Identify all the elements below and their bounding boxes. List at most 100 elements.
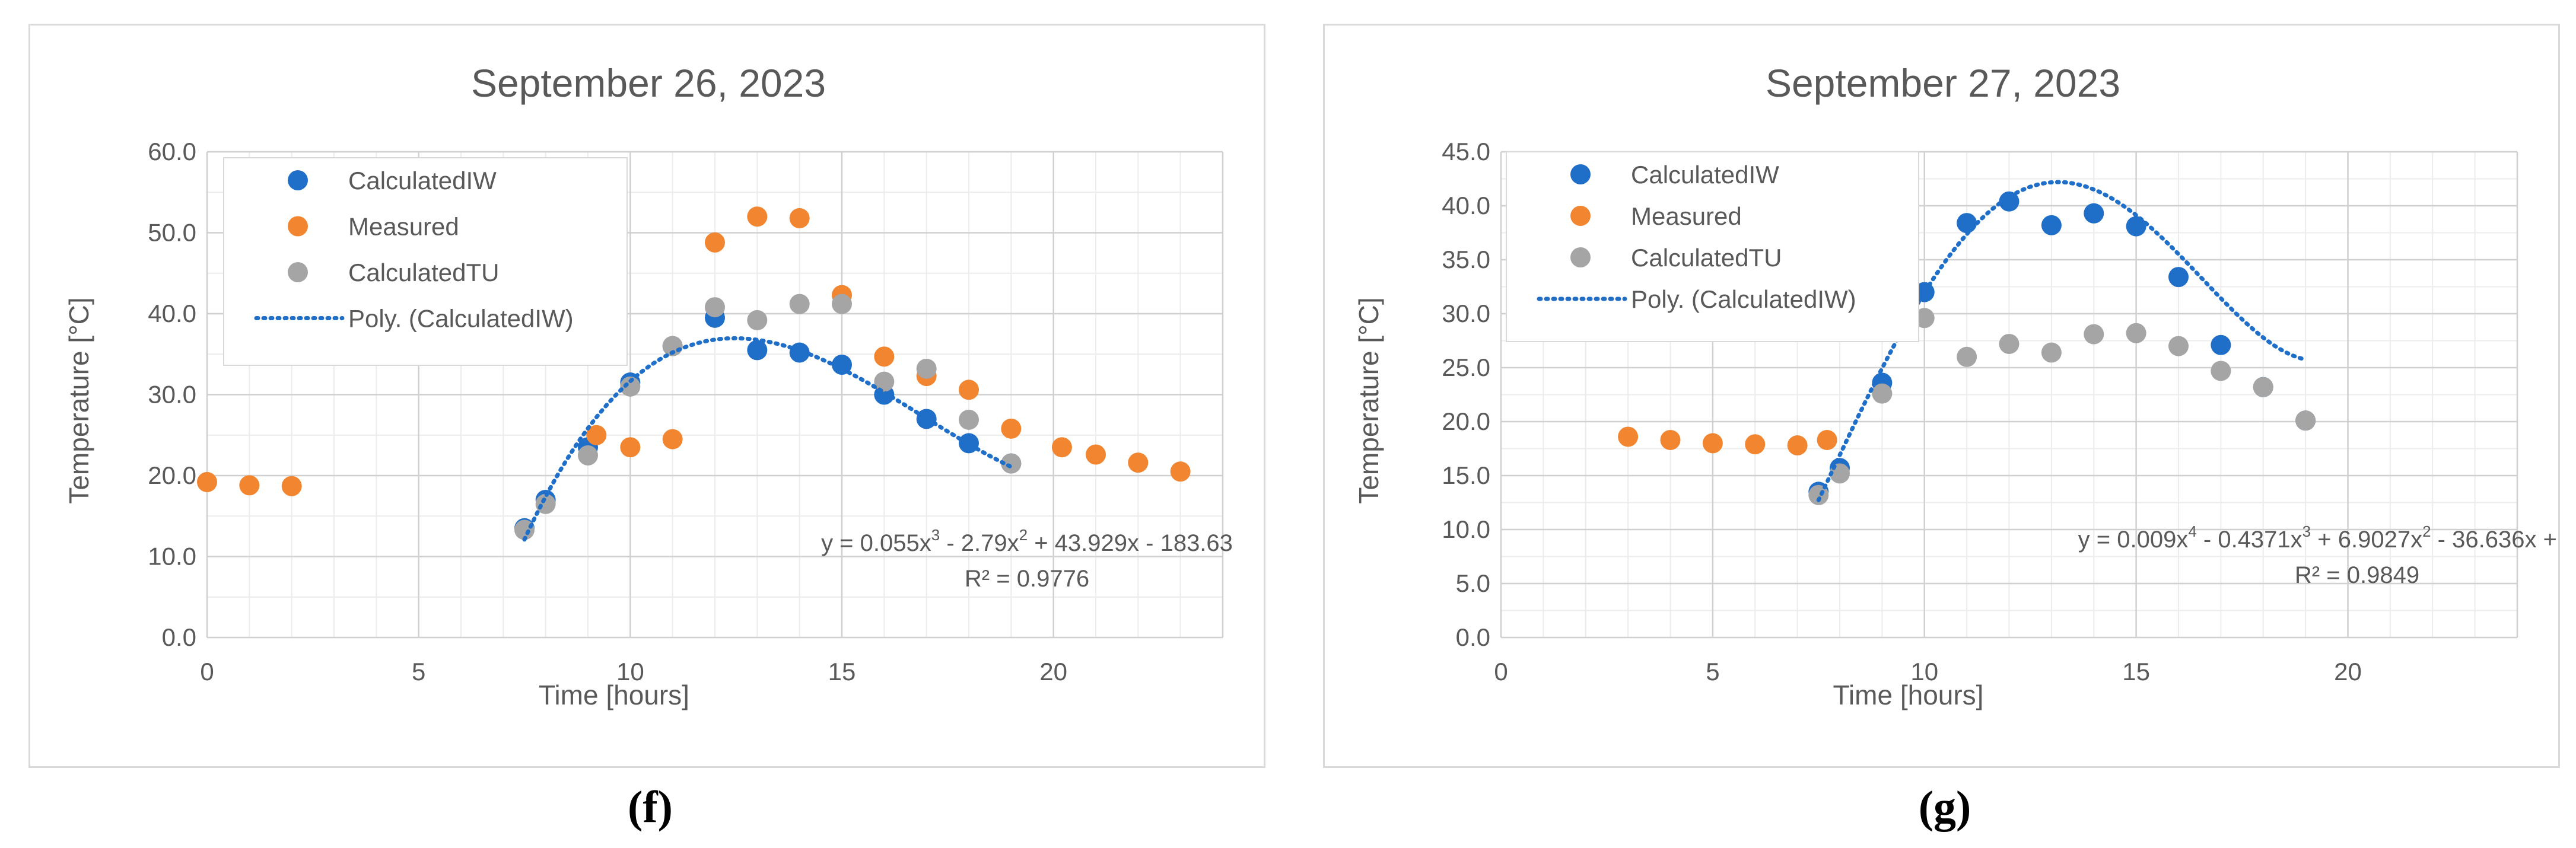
chart-title: September 27, 2023 [1766,61,2120,105]
point-calculatedtu [705,297,725,318]
chart-panel-f: September 26, 2023 0.0 10.0 20.0 30.0 40.0 50.… [28,24,1265,768]
series-measured [1618,426,1837,456]
point-calculatedtu [2253,377,2273,397]
y-axis-label: Temperature [°C] [63,297,94,503]
point-measured [1618,426,1639,447]
legend-marker-calculatedtu [288,262,308,282]
point-calculatediw [2041,215,2062,235]
chart-panel-g: September 27, 2023 0.0 5.0 10.0 15.0 20.0 25.0… [1323,24,2562,768]
point-measured [747,206,768,227]
y-tick-label: 5.0 [1456,569,1490,597]
point-calculatedtu [1808,484,1829,505]
point-calculatediw [2211,334,2231,355]
point-measured [1001,418,1022,439]
y-tick-label: 45.0 [1442,138,1490,165]
legend-label-measured: Measured [1631,202,1742,230]
x-tick-label: 15 [828,658,856,686]
y-tick-label: 20.0 [148,461,196,489]
point-measured [281,476,302,496]
point-measured [959,380,979,400]
x-tick-label: 10 [1910,658,1938,686]
point-calculatedtu [2211,361,2231,381]
y-tick-label: 0.0 [1456,623,1490,651]
point-calculatedtu [789,294,810,314]
legend-label-trendline: Poly. (CalculatedIW) [1631,285,1856,313]
point-measured [705,232,725,253]
point-measured [1086,444,1106,465]
point-calculatedtu [620,376,641,397]
point-calculatedtu [747,310,768,330]
y-tick-label: 25.0 [1442,353,1490,381]
legend-marker-calculatediw [288,170,308,190]
point-calculatediw [959,433,979,454]
point-calculatedtu [916,358,937,379]
x-axis-label: Time [hours] [539,680,689,710]
legend-marker-measured [1570,206,1591,226]
x-tick-label: 20 [2334,658,2362,686]
trendline-poly [522,336,1013,542]
point-calculatediw [832,354,852,375]
point-calculatedtu [832,294,852,314]
y-tick-label: 15.0 [1442,461,1490,489]
point-calculatedtu [2295,410,2316,431]
x-tick-label: 5 [1706,658,1719,686]
point-measured [662,429,683,449]
y-tick-label: 10.0 [1442,515,1490,543]
x-tick-label: 5 [412,658,425,686]
y-tick-label: 40.0 [148,299,196,327]
y-tick-label: 50.0 [148,219,196,247]
point-calculatedtu [1999,333,2020,354]
legend-label-trendline: Poly. (CalculatedIW) [348,305,574,333]
point-measured [874,346,895,367]
r-squared: R² = 0.9776 [965,566,1089,592]
point-measured [1745,434,1766,455]
point-calculatedtu [1914,308,1935,329]
legend-marker-calculatediw [1570,164,1591,184]
y-tick-label: 35.0 [1442,246,1490,273]
series-measured [197,206,1191,496]
y-tick-label: 60.0 [148,138,196,165]
point-calculatediw [747,340,768,361]
y-tick-label: 10.0 [148,543,196,570]
point-calculatedtu [2041,342,2062,363]
point-calculatediw [1999,191,2020,212]
point-measured [1128,452,1149,473]
point-measured [620,437,641,458]
point-measured [1787,435,1808,456]
point-calculatedtu [1001,453,1022,474]
point-calculatedtu [1872,383,1893,404]
point-measured [1170,461,1191,482]
y-tick-label: 30.0 [148,381,196,409]
legend-label-calculatediw: CalculatedIW [348,167,497,195]
panel-label-g: (g) [1918,782,1971,832]
legend-label-calculatedtu: CalculatedTU [1631,244,1782,272]
legend-box [223,157,628,366]
point-calculatedtu [2168,336,2189,356]
y-tick-label: 40.0 [1442,192,1490,219]
point-calculatedtu [874,371,895,392]
chart-title: September 26, 2023 [471,61,826,105]
y-axis-label: Temperature [°C] [1353,297,1384,503]
point-calculatedtu [1957,346,1977,367]
legend-box [1506,151,1919,342]
x-tick-label: 20 [1039,658,1067,686]
legend-label-calculatedtu: CalculatedTU [348,259,499,286]
x-tick-label: 10 [616,658,644,686]
point-measured [1702,433,1723,454]
legend-marker-calculatedtu [1570,247,1591,267]
y-tick-label: 0.0 [162,623,196,651]
x-tick-label: 15 [2122,658,2150,686]
x-tick-label: 0 [1494,658,1508,686]
point-measured [789,208,810,228]
point-calculatedtu [959,409,979,430]
point-calculatediw [2084,203,2104,224]
legend: CalculatedIW Measured CalculatedTU Poly. (C… [1506,151,1919,342]
x-tick-label: 0 [200,658,214,686]
point-calculatediw [789,342,810,363]
panel-label-f: (f) [628,782,673,832]
point-measured [586,425,607,445]
point-measured [1051,437,1072,458]
point-calculatedtu [578,445,598,466]
x-axis-label: Time [hours] [1833,680,1984,710]
legend-label-calculatediw: CalculatedIW [1631,161,1779,189]
